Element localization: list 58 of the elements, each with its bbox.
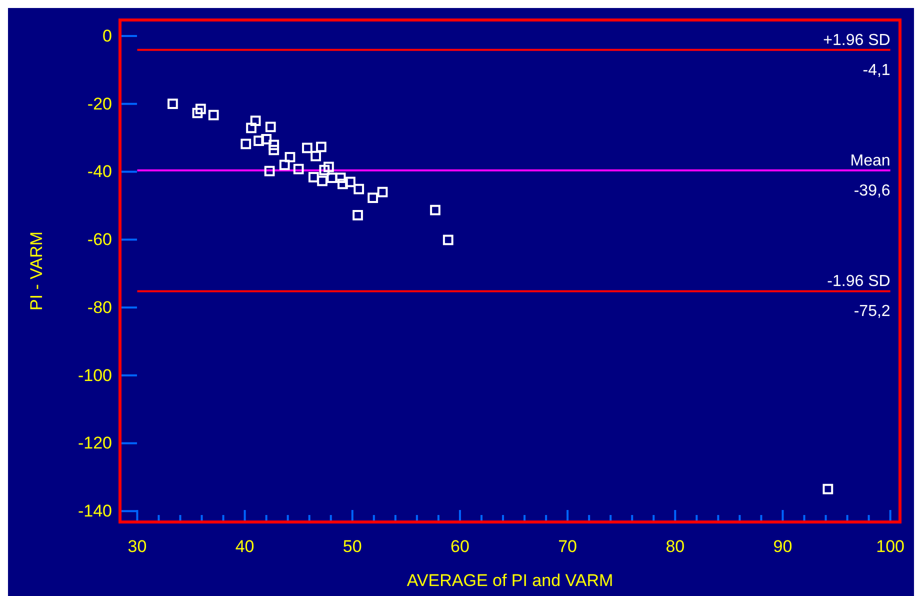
point bbox=[192, 108, 203, 118]
point bbox=[316, 142, 326, 152]
point bbox=[246, 122, 256, 134]
annotation: -39,6 bbox=[854, 182, 890, 200]
ref-line-label: +1.96 SD bbox=[823, 32, 890, 49]
point bbox=[319, 164, 330, 176]
point bbox=[430, 204, 440, 216]
point bbox=[240, 138, 252, 150]
point bbox=[335, 172, 346, 184]
point bbox=[345, 176, 356, 188]
annotation: -75,2 bbox=[854, 303, 890, 320]
point bbox=[324, 162, 334, 172]
y-tick-label: -40 bbox=[87, 162, 112, 182]
point bbox=[293, 164, 304, 174]
y-axis-title: PI - VARM bbox=[27, 231, 46, 311]
point bbox=[261, 134, 272, 144]
point bbox=[302, 142, 312, 154]
x-tick-label: 90 bbox=[773, 537, 792, 556]
y-tick-label: -140 bbox=[78, 502, 112, 521]
x-tick-label: 60 bbox=[450, 537, 470, 556]
x-tick-label: 30 bbox=[128, 537, 147, 556]
point bbox=[326, 172, 338, 184]
point bbox=[268, 144, 280, 156]
point bbox=[279, 160, 290, 170]
x-tick-label: 70 bbox=[558, 537, 578, 556]
x-tick-label: 100 bbox=[876, 537, 905, 556]
point bbox=[822, 484, 834, 494]
point bbox=[352, 210, 363, 220]
point bbox=[338, 178, 348, 190]
ref-line-label: -1.96 SD bbox=[827, 273, 890, 290]
point bbox=[250, 116, 261, 126]
point bbox=[264, 166, 275, 176]
x-tick-label: 40 bbox=[235, 537, 254, 556]
point bbox=[254, 136, 264, 146]
point bbox=[442, 234, 454, 246]
point bbox=[354, 184, 364, 194]
point bbox=[317, 176, 328, 186]
y-tick-label: 0 bbox=[102, 26, 112, 46]
y-tick-label: -120 bbox=[78, 434, 112, 453]
point bbox=[168, 98, 178, 110]
point bbox=[196, 104, 206, 114]
point bbox=[208, 110, 219, 120]
x-tick-label: 80 bbox=[666, 537, 685, 556]
point bbox=[308, 172, 319, 182]
point bbox=[377, 186, 388, 198]
x-tick-label: 50 bbox=[342, 537, 362, 556]
point bbox=[268, 140, 280, 150]
y-tick-label: -60 bbox=[87, 230, 112, 250]
point bbox=[310, 150, 321, 162]
x-axis-title: AVERAGE of PI and VARM bbox=[406, 571, 614, 590]
point bbox=[368, 192, 378, 204]
y-tick-label: -20 bbox=[87, 94, 112, 114]
point bbox=[284, 152, 296, 162]
annotation: -4,1 bbox=[862, 62, 890, 79]
ref-line-label: Mean bbox=[850, 152, 890, 170]
point bbox=[265, 122, 276, 132]
y-tick-label: -80 bbox=[87, 298, 112, 317]
y-tick-label: -100 bbox=[78, 366, 112, 385]
